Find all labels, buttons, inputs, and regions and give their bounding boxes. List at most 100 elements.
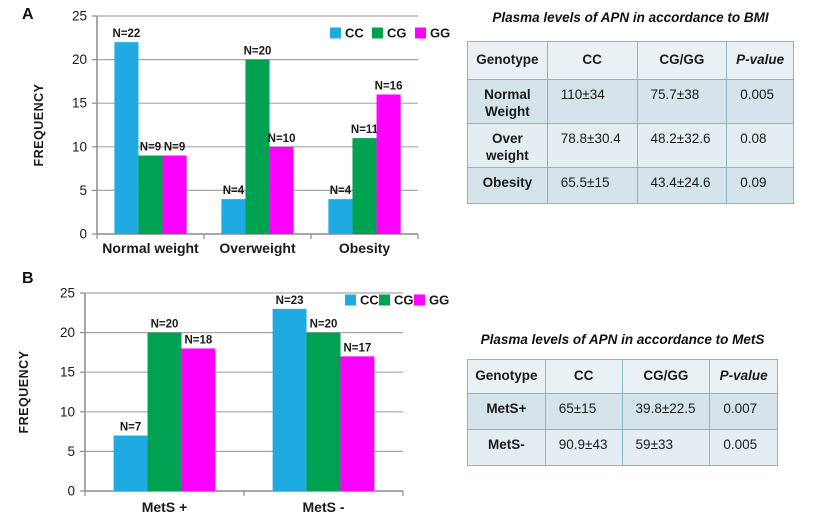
table-row: Obesity 65.5±15 43.4±24.6 0.09 (467, 167, 794, 204)
bmi-table-block: Plasma levels of APN in accordance to BM… (467, 10, 794, 204)
y-tick-label: 0 (79, 227, 87, 242)
panel-b-label: B (22, 270, 34, 287)
table-cell: 0.005 (709, 429, 778, 466)
y-tick-label: 20 (72, 52, 87, 67)
table-cell: 59±33 (621, 429, 711, 466)
category-label: MetS - (303, 499, 345, 515)
bar-gg-1 (269, 146, 294, 234)
y-tick-label: 20 (60, 325, 75, 340)
table-cell: 0.007 (709, 393, 778, 430)
table-cell: 0.08 (726, 123, 794, 168)
col-header-cggg: CG/GG (636, 41, 728, 80)
bar-cg-0 (147, 332, 182, 491)
bar-label: N=7 (120, 422, 141, 434)
bar-label: N=4 (223, 185, 245, 197)
mets-table-title: Plasma levels of APN in accordance to Me… (480, 332, 765, 347)
bar-gg-0 (181, 348, 216, 491)
legend-swatch-gg (415, 27, 426, 39)
row-header: Obesity (467, 167, 548, 204)
legend-swatch-cg (379, 294, 390, 306)
category-label: Normal weight (102, 240, 199, 256)
bar-label: N=9 (164, 142, 185, 154)
bar-cc-0 (113, 435, 148, 491)
bar-label: N=18 (185, 334, 213, 346)
bar-label: N=23 (276, 295, 304, 307)
table-cell: 48.2±32.6 (636, 123, 728, 168)
table-cell: 0.09 (726, 167, 794, 204)
y-tick-label: 15 (60, 365, 75, 380)
y-tick-label: 5 (79, 183, 87, 198)
y-tick-label: 10 (60, 404, 75, 419)
y-tick-label: 5 (67, 444, 75, 459)
table-row: MetS+ 65±15 39.8±22.5 0.007 (467, 393, 778, 430)
col-header-genotype: Genotype (467, 41, 548, 80)
row-header: Normal Weight (467, 79, 548, 124)
table-header-row: Genotype CC CG/GG P-value (467, 359, 778, 394)
table-cell: 90.9±43 (544, 429, 623, 466)
bar-cc-1 (221, 199, 246, 234)
y-tick-label: 25 (60, 286, 75, 301)
bar-label: N=10 (268, 133, 296, 145)
bmi-table: Genotype CC CG/GG P-value Normal Weight … (467, 41, 794, 204)
row-header: MetS+ (467, 393, 546, 430)
bar-label: N=4 (330, 185, 352, 197)
bar-label: N=11 (351, 124, 379, 136)
table-cell: 75.7±38 (636, 79, 728, 124)
bar-gg-2 (376, 94, 401, 234)
bar-label: N=20 (310, 319, 338, 331)
panel-a-label: A (22, 6, 34, 23)
table-cell: 0.005 (726, 79, 794, 124)
bar-gg-1 (340, 356, 375, 491)
table-row: Over weight 78.8±30.4 48.2±32.6 0.08 (467, 123, 794, 168)
y-tick-label: 15 (72, 96, 87, 111)
legend-swatch-cc (330, 27, 341, 39)
col-header-cc: CC (546, 41, 638, 80)
legend-label: CC (345, 26, 364, 41)
legend-label: GG (429, 293, 449, 308)
table-cell: 110±34 (546, 79, 638, 124)
y-axis-title: FREQUENCY (17, 350, 31, 433)
row-header: Over weight (467, 123, 548, 168)
row-header: MetS- (467, 429, 546, 466)
bar-cg-1 (306, 332, 341, 491)
y-tick-label: 0 (67, 484, 75, 499)
bar-cg-1 (245, 59, 270, 234)
table-cell: 39.8±22.5 (621, 393, 711, 430)
mets-frequency-bar-chart: 0 5 10 15 20 25 N=7 N=20 N=18 MetS + N=23 N=20 N=17 M… (17, 286, 449, 516)
bar-cg-2 (352, 138, 377, 234)
bmi-table-title: Plasma levels of APN in accordance to BM… (492, 10, 769, 25)
bar-cc-1 (272, 308, 307, 491)
bar-label: N=16 (375, 80, 403, 92)
col-header-pvalue: P-value (709, 359, 778, 394)
bar-label: N=9 (140, 142, 161, 154)
col-header-pvalue: P-value (726, 41, 794, 80)
table-cell: 78.8±30.4 (546, 123, 638, 168)
bar-label: N=17 (344, 342, 372, 354)
category-label: MetS + (142, 499, 188, 515)
bar-cc-0 (114, 42, 139, 234)
table-row: MetS- 90.9±43 59±33 0.005 (467, 429, 778, 466)
bar-label: N=20 (151, 319, 179, 331)
bar-cg-0 (138, 155, 163, 234)
y-tick-label: 25 (72, 9, 87, 24)
table-cell: 43.4±24.6 (636, 167, 728, 204)
col-header-cc: CC (544, 359, 623, 394)
table-cell: 65±15 (544, 393, 623, 430)
legend-label: CG (387, 26, 407, 41)
table-header-row: Genotype CC CG/GG P-value (467, 41, 794, 80)
bar-label: N=22 (113, 28, 141, 40)
legend-label: CG (394, 293, 414, 308)
bar-gg-0 (162, 155, 187, 234)
y-tick-label: 10 (72, 139, 87, 154)
category-label: Obesity (339, 240, 391, 256)
bmi-frequency-bar-chart: 0 5 10 15 20 25 N=22 N=9 N=9 Normal weight N=4 N=20… (32, 9, 450, 257)
mets-table: Genotype CC CG/GG P-value MetS+ 65±15 39… (467, 359, 778, 466)
bar-cc-2 (328, 199, 353, 234)
table-cell: 65.5±15 (546, 167, 638, 204)
bar-label: N=20 (244, 46, 272, 58)
legend-swatch-gg (414, 294, 425, 306)
legend-swatch-cg (372, 27, 383, 39)
col-header-cggg: CG/GG (621, 359, 711, 394)
col-header-genotype: Genotype (467, 359, 546, 394)
